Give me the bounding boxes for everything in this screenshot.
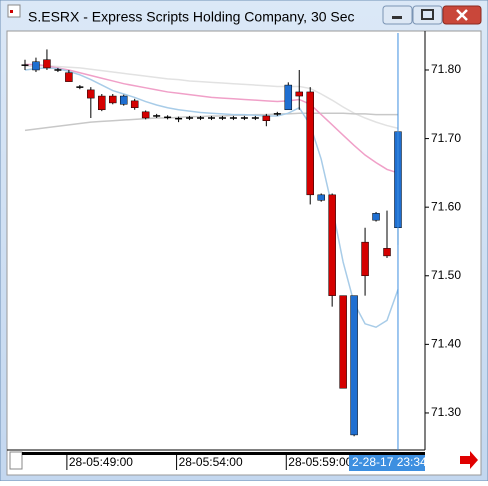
moving-average bbox=[24, 112, 398, 132]
y-tick-label: 71.80 bbox=[431, 62, 461, 76]
candle-body bbox=[383, 248, 391, 257]
maximize-button[interactable] bbox=[412, 5, 443, 25]
chart-panel bbox=[6, 30, 482, 476]
candle-body bbox=[295, 91, 303, 97]
cursor-label-box bbox=[349, 455, 425, 471]
candle-body bbox=[43, 59, 51, 69]
window-title: S.ESRX - Express Scripts Holding Company… bbox=[28, 9, 355, 25]
time-axis-bar bbox=[22, 452, 425, 455]
candle-body bbox=[262, 115, 271, 121]
candle-body bbox=[32, 61, 40, 71]
y-tick-label: 71.40 bbox=[431, 337, 461, 351]
candle-body bbox=[306, 91, 314, 196]
candle-body bbox=[109, 95, 117, 104]
app-icon bbox=[7, 4, 21, 18]
x-tick-label: 28-05:49:00 bbox=[69, 455, 133, 469]
moving-average bbox=[24, 65, 399, 130]
candle-body bbox=[65, 72, 73, 82]
candle-body bbox=[339, 295, 347, 389]
candle-body bbox=[130, 100, 139, 108]
y-tick-label: 71.30 bbox=[431, 405, 461, 419]
x-tick-label: 28-05:54:00 bbox=[179, 455, 243, 469]
app-icon-dot bbox=[10, 10, 13, 13]
candle-body bbox=[119, 95, 128, 105]
candle-body bbox=[372, 213, 380, 221]
plot: 71.30 71.40 71.50 71.60 71.70 71.80 28-05:49:0… bbox=[21, 33, 461, 471]
candle-body bbox=[361, 241, 369, 277]
scroll-arrow[interactable] bbox=[460, 451, 478, 469]
moving-average bbox=[25, 63, 399, 174]
cursor-label: 2-28-17 23:34:00 bbox=[352, 455, 444, 469]
close-button[interactable] bbox=[442, 5, 482, 25]
candle-body bbox=[284, 84, 293, 111]
scroll-box[interactable] bbox=[9, 451, 23, 470]
y-tick-label: 71.70 bbox=[431, 131, 461, 145]
candle-body bbox=[317, 194, 325, 201]
candle-body bbox=[328, 194, 336, 296]
candle-body bbox=[87, 89, 95, 99]
candle-body bbox=[350, 295, 358, 436]
candle-body bbox=[141, 111, 150, 119]
y-tick-label: 71.60 bbox=[431, 199, 461, 213]
minimize-button[interactable] bbox=[382, 5, 413, 25]
x-tick-label: 28-05:59:00 bbox=[288, 455, 352, 469]
candle-body bbox=[98, 95, 106, 111]
y-tick-label: 71.50 bbox=[431, 268, 461, 282]
